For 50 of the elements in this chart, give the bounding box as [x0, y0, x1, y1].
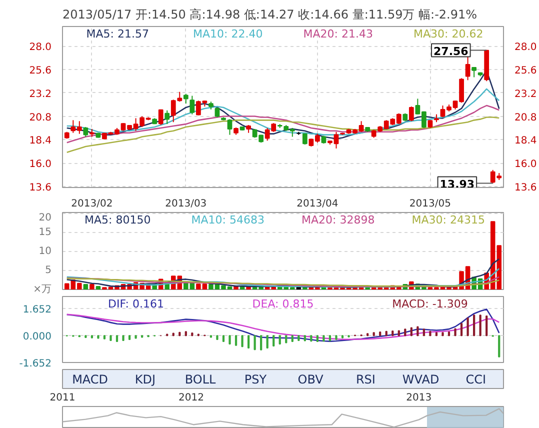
x-tick-label: 2011	[50, 392, 76, 404]
x-tick-label: 2013	[406, 392, 432, 404]
x-tick-label: 2013/03	[165, 198, 207, 210]
text: MA20: 21.43	[303, 28, 373, 40]
y-tick-label: -1.652	[19, 358, 52, 370]
y-tick-label: 20	[38, 212, 52, 224]
text: MA5: 21.57	[86, 28, 149, 40]
text: MACD	[72, 372, 108, 386]
text: MA10: 22.40	[193, 28, 263, 40]
y-tick-label: 1.652	[22, 304, 52, 316]
chart-title: 2013/05/17 开:14.50 高:14.98 低:14.27 收:14.66 量:11.59万 幅:-2.91%	[62, 8, 478, 22]
annotation: 27.56	[434, 44, 469, 58]
text: RSI	[356, 372, 376, 386]
y-tick-label: 15	[38, 226, 52, 238]
text: MA30: 24315	[412, 214, 485, 226]
text: MA30: 20.62	[414, 28, 484, 40]
text: WVAD	[402, 372, 440, 386]
series-label: MACD: -1.309	[392, 298, 468, 310]
x-tick-label: 2012	[178, 392, 204, 404]
y-tick-label: 25.6	[29, 65, 52, 76]
text: PSY	[244, 372, 268, 386]
y2-tick-label: 28.0	[514, 42, 537, 54]
text: OBV	[298, 372, 324, 386]
y-tick-label: 20.8	[29, 112, 52, 124]
y2-tick-label: 23.2	[514, 88, 537, 100]
text: BOLL	[184, 372, 216, 386]
y2-tick-label: 18.4	[514, 136, 537, 147]
text: MA10: 54683	[191, 214, 264, 226]
y-tick-label: 23.2	[29, 88, 52, 100]
text: MA5: 80150	[84, 214, 151, 226]
y2-tick-label: 25.6	[514, 65, 537, 76]
y2-tick-label: 16.0	[514, 159, 537, 170]
y2-tick-label: 13.6	[514, 182, 537, 194]
x-tick-label: 2013/05	[409, 198, 451, 210]
y-tick-label: ×万	[33, 284, 52, 295]
series-label: DIF: 0.161	[108, 298, 164, 310]
y-tick-label: 18.4	[29, 136, 52, 147]
text: CCI	[466, 372, 486, 386]
y-tick-label: 13.6	[29, 182, 52, 194]
x-tick-label: 2013/04	[296, 198, 338, 210]
y-tick-label: 5	[45, 264, 52, 276]
y-tick-label: 28.0	[29, 42, 52, 54]
y-tick-label: 10	[38, 246, 52, 257]
text: MA20: 32898	[302, 214, 375, 226]
y-tick-label: 0.000	[22, 332, 52, 343]
series-label: DEA: 0.815	[252, 298, 314, 310]
y2-tick-label: 20.8	[514, 112, 537, 124]
text: KDJ	[134, 372, 156, 386]
x-tick-label: 2013/02	[71, 198, 113, 210]
y-tick-label: 16.0	[29, 159, 52, 170]
